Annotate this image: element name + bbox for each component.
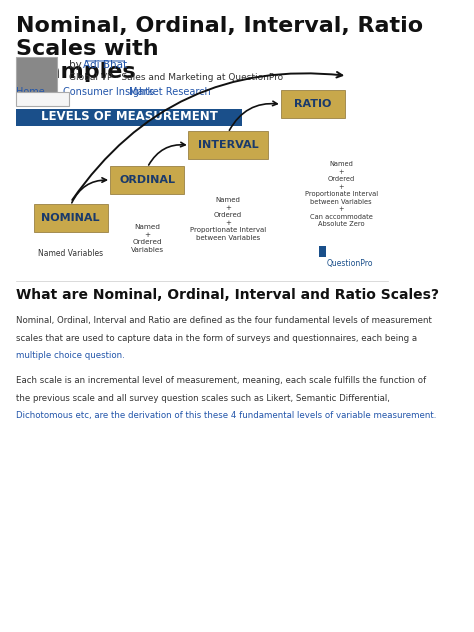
Text: Named
+
Ordered
+
Proportionate Interval
between Variables
+
Can accommodate
Abs: Named + Ordered + Proportionate Interval… bbox=[304, 161, 378, 227]
Text: Each scale is an incremental level of measurement, meaning, each scale fulfills : Each scale is an incremental level of me… bbox=[16, 376, 426, 385]
FancyBboxPatch shape bbox=[281, 90, 345, 118]
FancyBboxPatch shape bbox=[16, 92, 69, 106]
FancyBboxPatch shape bbox=[110, 166, 184, 194]
Text: QuestionPro: QuestionPro bbox=[327, 259, 374, 268]
FancyArrowPatch shape bbox=[229, 101, 277, 130]
Text: by: by bbox=[69, 60, 85, 70]
Text: multiple choice question.: multiple choice question. bbox=[16, 351, 125, 360]
FancyBboxPatch shape bbox=[188, 131, 268, 159]
FancyArrowPatch shape bbox=[149, 142, 185, 165]
Text: RATIO: RATIO bbox=[294, 99, 331, 109]
FancyArrowPatch shape bbox=[72, 72, 342, 200]
FancyBboxPatch shape bbox=[16, 109, 242, 126]
Text: ORDINAL: ORDINAL bbox=[119, 175, 175, 185]
Text: Nominal, Ordinal, Interval and Ratio are defined as the four fundamental levels : Nominal, Ordinal, Interval and Ratio are… bbox=[16, 316, 432, 325]
Text: Named
+
Ordered
Variables: Named + Ordered Variables bbox=[131, 224, 164, 253]
Text: Nominal, Ordinal, Interval, Ratio Scales with
Examples: Nominal, Ordinal, Interval, Ratio Scales… bbox=[16, 16, 423, 82]
FancyBboxPatch shape bbox=[319, 246, 326, 257]
Text: Market Research: Market Research bbox=[129, 87, 211, 97]
FancyArrowPatch shape bbox=[72, 178, 106, 203]
Text: What are Nominal, Ordinal, Interval and Ratio Scales?: What are Nominal, Ordinal, Interval and … bbox=[16, 288, 439, 301]
Text: Named Variables: Named Variables bbox=[38, 249, 103, 258]
FancyBboxPatch shape bbox=[16, 57, 56, 92]
Text: Consumer Insights: Consumer Insights bbox=[63, 87, 154, 97]
Text: INTERVAL: INTERVAL bbox=[198, 140, 258, 150]
Text: NOMINAL: NOMINAL bbox=[41, 213, 100, 223]
Text: LEVELS OF MEASUREMENT: LEVELS OF MEASUREMENT bbox=[41, 111, 218, 123]
Text: the previous scale and all survey question scales such as Likert, Semantic Diffe: the previous scale and all survey questi… bbox=[16, 394, 390, 403]
Text: Dichotomous etc, are the derivation of this these 4 fundamental levels of variab: Dichotomous etc, are the derivation of t… bbox=[16, 411, 437, 420]
Text: Adi Bhat: Adi Bhat bbox=[83, 60, 127, 70]
Text: Home: Home bbox=[16, 87, 45, 97]
FancyBboxPatch shape bbox=[34, 204, 108, 232]
Text: scales that are used to capture data in the form of surveys and questionnaires, : scales that are used to capture data in … bbox=[16, 334, 417, 343]
Text: Global VP - Sales and Marketing at QuestionPro: Global VP - Sales and Marketing at Quest… bbox=[69, 73, 283, 82]
Text: Named
+
Ordered
+
Proportionate Interval
between Variables: Named + Ordered + Proportionate Interval… bbox=[190, 197, 266, 241]
